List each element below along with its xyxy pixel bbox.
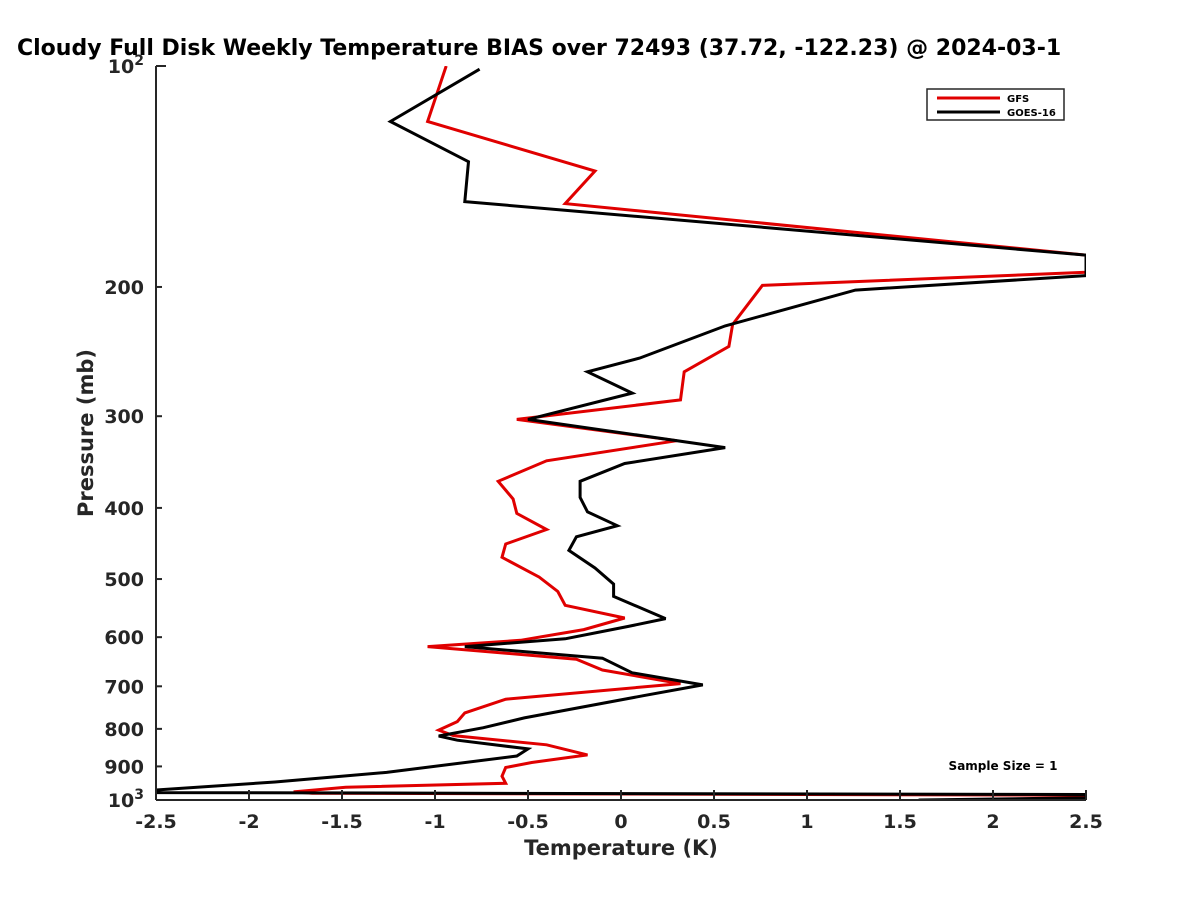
y-tick-label: 102	[108, 53, 144, 78]
legend-label: GOES-16	[1007, 108, 1056, 119]
x-tick-label: 2.5	[1069, 811, 1103, 833]
y-tick-label: 400	[104, 498, 144, 520]
x-tick-label: 1.5	[883, 811, 917, 833]
axes-layer: -2.5 -2 -1.5 -1 -0.5 0 0.5 1 1.5 2 2.5 102 200 300 400…	[104, 53, 1103, 833]
y-tick-label: 900	[104, 756, 144, 778]
x-tick-label: -0.5	[507, 811, 549, 833]
y-tick-label: 700	[104, 676, 144, 698]
y-tick-label: 200	[104, 277, 144, 299]
y-tick-label: 600	[104, 627, 144, 649]
x-tick-label: -2.5	[135, 811, 177, 833]
x-tick-label: 2	[986, 811, 999, 833]
x-tick-label: -1.5	[321, 811, 363, 833]
x-axis-label: Temperature (K)	[524, 836, 718, 860]
legend: GFS GOES-16	[926, 88, 1065, 121]
legend-box	[926, 88, 1065, 121]
x-tick-label: -2	[238, 811, 259, 833]
x-tick-label: 1	[800, 811, 813, 833]
y-tick-label: 300	[104, 406, 144, 428]
series-line-gfs	[293, 66, 1086, 797]
y-tick-label: 800	[104, 719, 144, 741]
sample-size-annotation: Sample Size = 1	[949, 759, 1058, 773]
x-tick-label: -1	[424, 811, 445, 833]
series-layer	[156, 66, 1086, 800]
series-line-goes-16	[156, 67, 1086, 800]
x-tick-label: 0.5	[697, 811, 731, 833]
y-axis-label: Pressure (mb)	[74, 349, 98, 517]
chart-title: Cloudy Full Disk Weekly Temperature BIAS…	[17, 36, 1061, 61]
x-tick-label: 0	[614, 811, 627, 833]
y-tick-label: 103	[108, 787, 144, 812]
y-tick-label: 500	[104, 569, 144, 591]
legend-label: GFS	[1007, 94, 1029, 105]
